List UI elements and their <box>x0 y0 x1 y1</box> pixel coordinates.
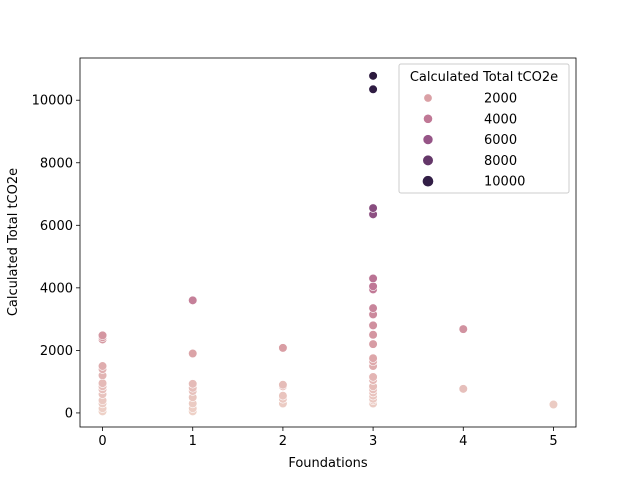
data-point <box>368 330 378 340</box>
data-point <box>368 320 378 330</box>
legend-marker <box>422 175 434 188</box>
data-point <box>368 303 378 313</box>
x-tick-label: 1 <box>189 434 197 449</box>
data-point <box>458 384 468 394</box>
legend-marker <box>423 113 433 124</box>
y-axis-label: Calculated Total tCO2e <box>6 168 21 316</box>
legend-label: 4000 <box>484 112 517 127</box>
data-point <box>278 391 288 401</box>
y-axis-ticks: 0 2000 4000 6000 8000 10000 <box>32 94 80 421</box>
x-tick-label: 3 <box>369 434 377 449</box>
x-axis-label: Foundations <box>288 456 368 471</box>
data-point <box>188 295 198 305</box>
x-tick-label: 0 <box>98 434 106 449</box>
data-point <box>368 273 378 284</box>
y-tick-label: 10000 <box>32 94 73 109</box>
x-axis-ticks: 0 1 2 3 4 5 <box>98 427 558 449</box>
y-tick-label: 8000 <box>40 156 73 171</box>
legend-marker <box>423 93 433 103</box>
data-point <box>368 84 378 94</box>
x-tick-label: 2 <box>279 434 287 449</box>
y-tick-label: 0 <box>65 406 73 421</box>
data-point <box>97 378 108 388</box>
y-tick-label: 4000 <box>40 281 73 296</box>
plot-frame <box>79 57 577 428</box>
data-point <box>458 324 468 334</box>
data-point <box>368 281 378 291</box>
legend-label: 2000 <box>484 92 517 107</box>
data-point <box>368 71 378 81</box>
data-point <box>188 348 198 359</box>
data-point <box>368 353 378 363</box>
data-point <box>548 399 559 410</box>
legend-frame <box>398 63 570 194</box>
data-point <box>97 330 108 340</box>
legend-title: Calculated Total tCO2e <box>410 70 558 85</box>
legend-label: 10000 <box>484 175 525 190</box>
legend-marker <box>422 134 434 145</box>
legend-marker <box>422 154 434 166</box>
data-point <box>368 203 378 213</box>
legend-entries: 2000 4000 6000 8000 10000 <box>422 92 525 190</box>
data-point <box>368 339 378 349</box>
data-point <box>368 372 378 382</box>
y-tick-label: 2000 <box>40 344 73 359</box>
points-layer <box>97 71 559 416</box>
data-point <box>97 361 108 371</box>
legend-label: 6000 <box>484 133 517 148</box>
data-point <box>188 379 198 389</box>
legend-label: 8000 <box>484 154 517 169</box>
x-tick-label: 4 <box>459 434 467 449</box>
data-point <box>278 343 288 353</box>
x-tick-label: 5 <box>549 434 557 449</box>
legend: Calculated Total tCO2e 2000 4000 6000 8000 1… <box>398 63 570 194</box>
data-point <box>278 380 288 390</box>
y-tick-label: 6000 <box>40 219 73 234</box>
